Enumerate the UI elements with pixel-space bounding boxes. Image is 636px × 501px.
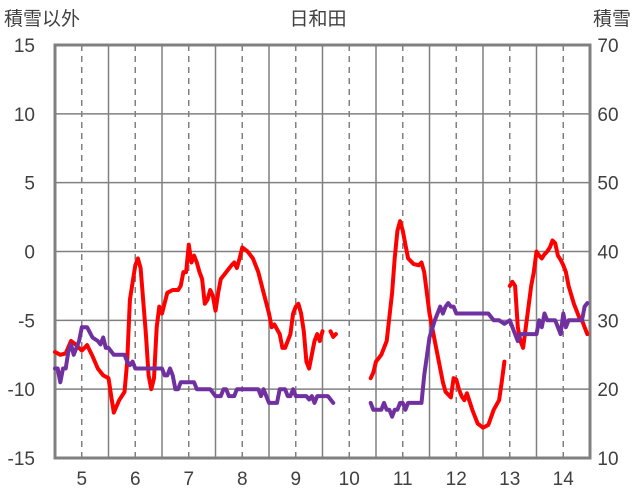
x-tick-label: 14	[553, 469, 575, 490]
right-axis-label: 積雪	[593, 8, 631, 30]
right-tick-label: 40	[597, 243, 618, 264]
left-axis-label: 積雪以外	[4, 8, 80, 30]
chart-title: 日和田	[289, 8, 346, 30]
tick-labels: -15 -10 -5 0 5 10 15 10 20 30 40 50 60 70 5 6 7 8 9 10 11 12 1…	[8, 36, 619, 490]
x-tick-label: 5	[76, 469, 87, 490]
right-tick-label: 20	[597, 380, 618, 401]
series-1-line	[368, 219, 507, 430]
left-tick-label: -5	[18, 311, 35, 332]
series-1-line	[53, 242, 325, 415]
left-tick-label: 15	[14, 36, 35, 57]
x-tick-label: 8	[237, 469, 248, 490]
left-tick-label: -10	[8, 380, 35, 401]
right-tick-label: 30	[597, 311, 618, 332]
x-tick-label: 10	[339, 469, 360, 490]
series-2-line	[53, 325, 336, 405]
x-tick-label: 7	[183, 469, 194, 490]
x-tick-label: 12	[446, 469, 467, 490]
left-tick-label: 0	[24, 243, 35, 264]
x-tick-label: 9	[290, 469, 301, 490]
x-tick-label: 11	[393, 469, 413, 490]
left-tick-label: 5	[24, 174, 35, 195]
series-2-line	[368, 301, 590, 419]
x-tick-label: 6	[130, 469, 141, 490]
left-tick-label: -15	[8, 449, 35, 470]
right-tick-label: 70	[597, 36, 618, 57]
series-1-line	[328, 329, 338, 339]
series-1-line	[507, 238, 590, 350]
right-tick-label: 60	[597, 105, 618, 126]
plot-frame	[53, 43, 592, 460]
right-tick-label: 50	[597, 174, 618, 195]
right-tick-label: 10	[597, 449, 618, 470]
left-tick-label: 10	[14, 105, 35, 126]
series-group	[53, 219, 590, 430]
x-tick-label: 13	[499, 469, 520, 490]
